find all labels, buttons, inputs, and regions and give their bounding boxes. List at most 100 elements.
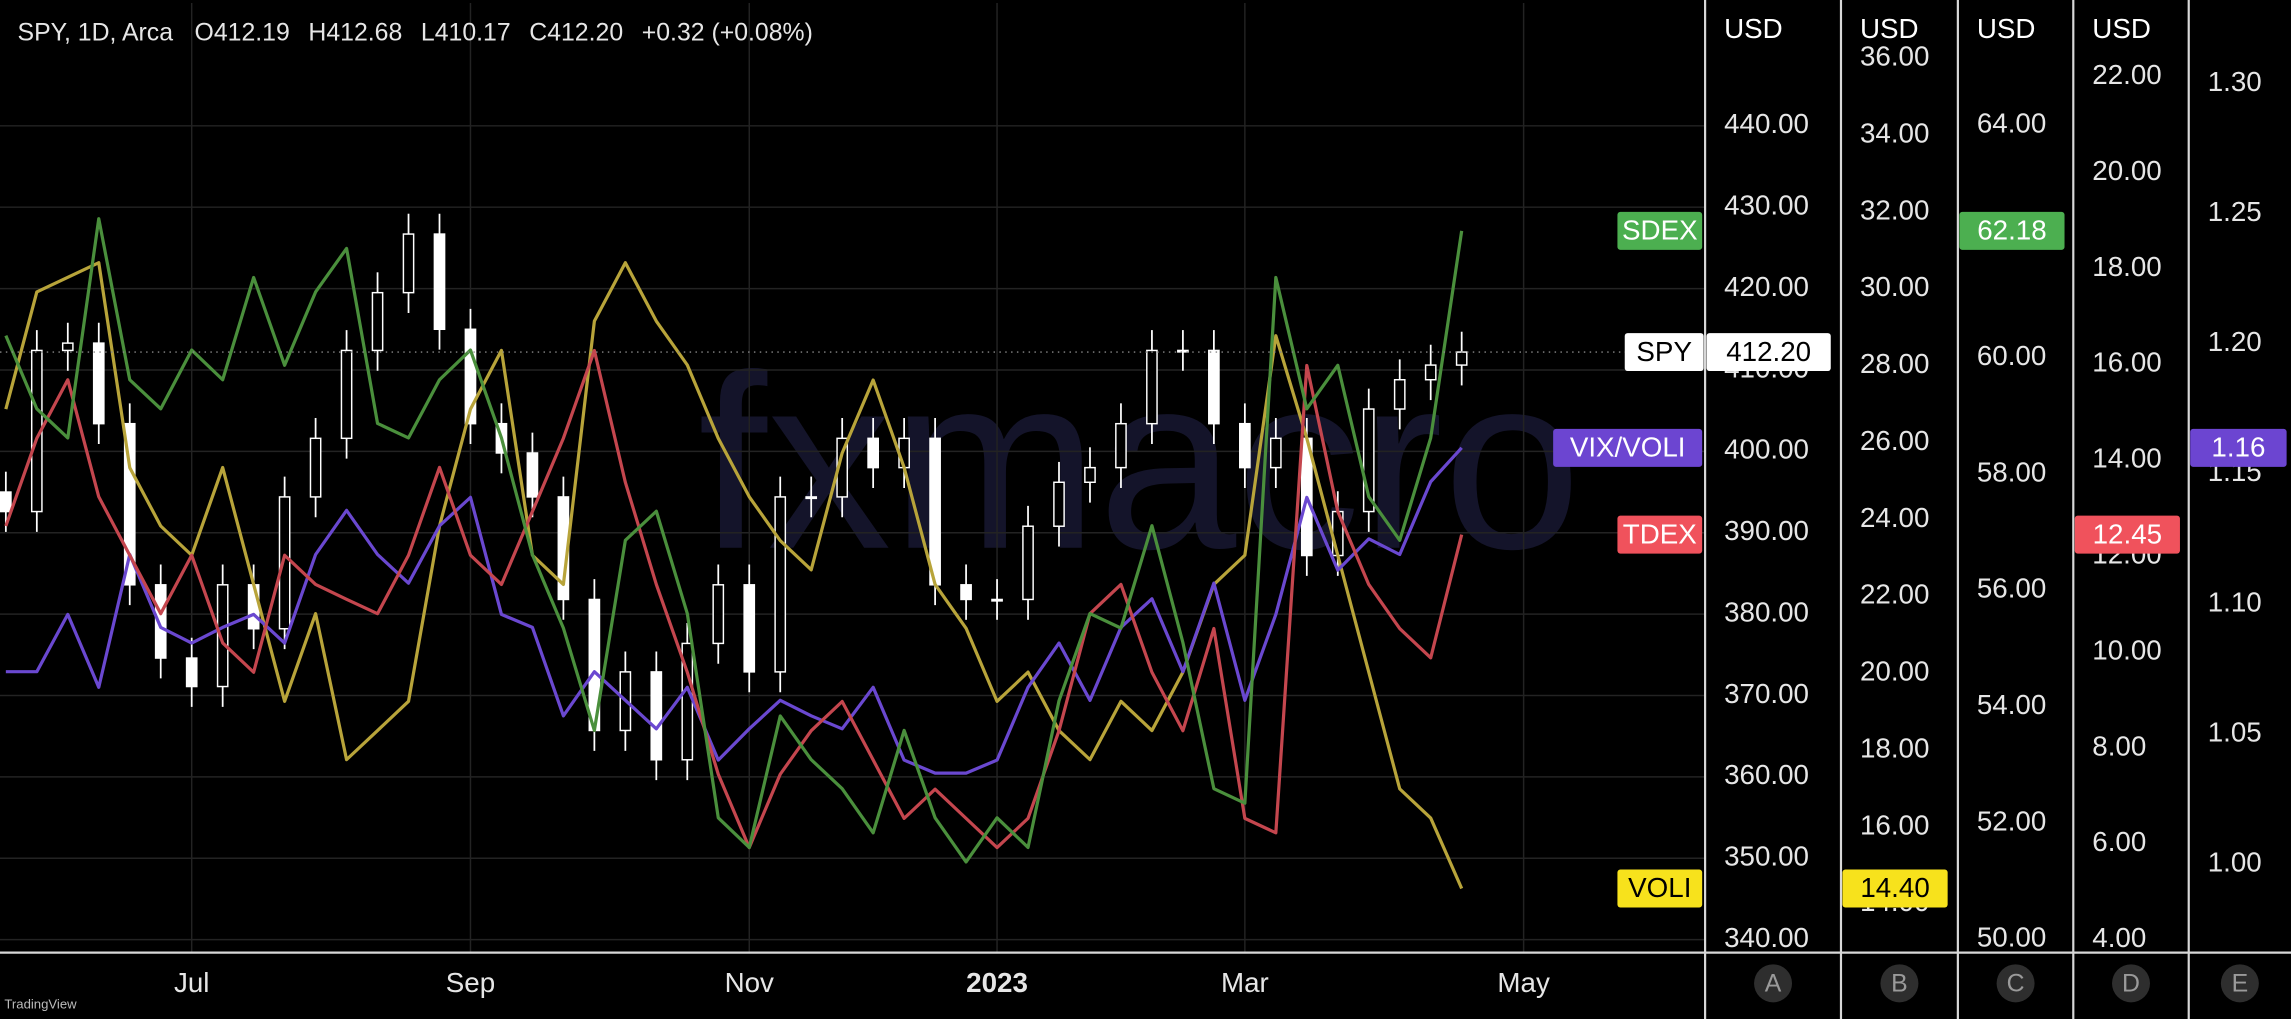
series-name-tag: VIX/VOLI [1570, 432, 1686, 463]
y-tick-label: 420.00 [1724, 271, 1809, 302]
series-value-tag-bg [1842, 869, 1948, 908]
symbol-tag-bg [1624, 333, 1704, 372]
candle-body [216, 584, 229, 688]
candle-body [1362, 408, 1375, 513]
candle-body [1239, 422, 1251, 469]
axis-letter-badge [2112, 964, 2151, 1003]
y-tick-label: 1.10 [2208, 586, 2262, 617]
candle-body [433, 233, 446, 331]
y-tick-label: 370.00 [1724, 678, 1809, 709]
y-tick-label: 380.00 [1724, 596, 1809, 627]
y-tick-label: 360.00 [1724, 759, 1809, 790]
candle-body [92, 342, 105, 425]
y-tick-label: 8.00 [2092, 730, 2146, 761]
y-tick-label: 1.25 [2208, 196, 2262, 227]
x-tick-label: Nov [725, 967, 774, 998]
ohlc-label: O [195, 19, 214, 46]
axis-letter-badge [2220, 964, 2259, 1003]
x-tick-label: 2023 [966, 967, 1028, 998]
candle-body [278, 496, 291, 630]
series-line [4, 348, 1464, 850]
y-tick-label: 440.00 [1724, 108, 1809, 139]
axis-unit: USD [2092, 13, 2151, 44]
candle-body [371, 291, 384, 352]
series-line [4, 217, 1464, 864]
y-tick-label: 18.00 [1860, 732, 1929, 763]
y-tick-label: 20.00 [2092, 155, 2161, 186]
series-line [5, 446, 1463, 775]
series-value-tag: 62.18 [1977, 215, 2046, 246]
candle-body [774, 496, 787, 673]
candle-body [1053, 481, 1065, 527]
candle-body [247, 584, 260, 630]
axis-unit: USD [1860, 13, 1919, 44]
axis-letter: B [1891, 970, 1908, 997]
y-tick-label: 28.00 [1860, 348, 1929, 379]
candle-body [1084, 466, 1096, 484]
axis-letter: A [1765, 970, 1782, 997]
series-value-tag-bg [2190, 428, 2287, 467]
candle-body [743, 584, 756, 673]
y-tick-label: 30.00 [1860, 271, 1929, 302]
y-tick-label: 58.00 [1977, 456, 2046, 487]
y-tick-label: 64.00 [1977, 107, 2046, 138]
candle-body [867, 437, 879, 469]
x-tick-label: Jul [174, 967, 209, 998]
y-tick-label: 52.00 [1977, 805, 2046, 836]
y-tick-label: 50.00 [1977, 922, 2046, 953]
chart-title: SPY, 1D, Arca [18, 19, 174, 46]
price-tag-bg [1706, 333, 1831, 372]
y-tick-label: 20.00 [1860, 656, 1929, 687]
series-line [4, 261, 1464, 890]
y-tick-label: 22.00 [2092, 59, 2161, 90]
y-tick-label: 350.00 [1724, 841, 1809, 872]
y-tick-label: 32.00 [1860, 194, 1929, 225]
y-tick-label: 10.00 [2092, 634, 2161, 665]
y-tick-label: 4.00 [2092, 922, 2146, 953]
branding: TradingView [4, 997, 77, 1012]
y-tick-label: 14.00 [2092, 443, 2161, 474]
y-tick-label: 60.00 [1977, 340, 2046, 371]
y-tick-label: 16.00 [2092, 347, 2161, 378]
candle-body [185, 657, 198, 688]
candle-body [1269, 437, 1282, 469]
series-name-tag-bg [1617, 869, 1703, 908]
axis-unit: USD [1724, 13, 1783, 44]
candle-body [805, 496, 818, 500]
series-name-tag: SDEX [1622, 215, 1698, 246]
y-tick-label: 1.20 [2208, 326, 2262, 357]
candle-body [1208, 349, 1220, 425]
y-tick-label: 54.00 [1977, 689, 2046, 720]
candle-body [61, 342, 74, 352]
ohlc-value: 412.20 [547, 19, 623, 46]
candle-body [1146, 349, 1158, 425]
axis-letter: C [2007, 970, 2025, 997]
candle-body [123, 422, 136, 586]
change: +0.32 (+0.08%) [642, 19, 813, 46]
series-value-tag-bg [1959, 211, 2065, 250]
x-tick-label: May [1497, 967, 1550, 998]
series-value-tag: 12.45 [2093, 518, 2162, 549]
candle-body [1022, 525, 1034, 601]
axis-letter: D [2122, 970, 2140, 997]
axis-letter-badge [1880, 964, 1919, 1003]
y-tick-label: 26.00 [1860, 425, 1929, 456]
candle-body [1393, 378, 1406, 410]
candle-body [650, 671, 663, 761]
y-tick-label: 340.00 [1724, 922, 1809, 953]
y-tick-label: 18.00 [2092, 251, 2161, 282]
axis-letter: E [2232, 970, 2249, 997]
symbol-tag: SPY [1636, 336, 1692, 367]
candle-body [1177, 349, 1189, 353]
candle-body [1424, 364, 1437, 381]
y-tick-label: 56.00 [1977, 573, 2046, 604]
y-tick-label: 1.30 [2208, 66, 2262, 97]
candle-body [1115, 422, 1127, 469]
y-tick-label: 400.00 [1724, 434, 1809, 465]
series-name-tag: TDEX [1623, 518, 1697, 549]
candle-body [712, 584, 725, 645]
